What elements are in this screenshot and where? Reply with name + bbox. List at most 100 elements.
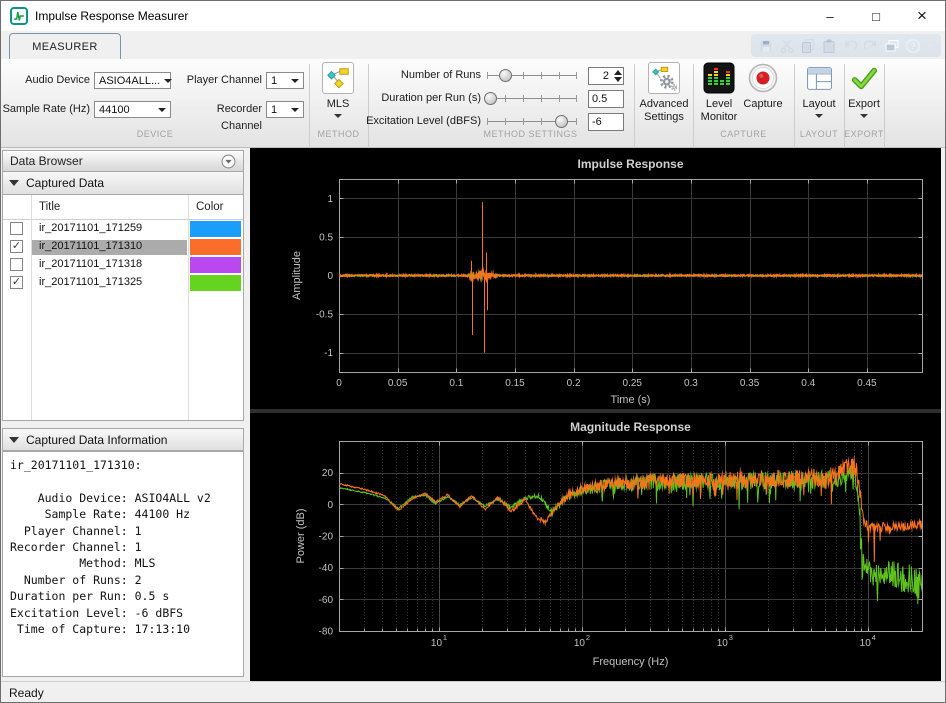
slider-tick [559,72,560,79]
info-line: ir_20171101_171310: [10,458,142,472]
collapse-triangle-icon [9,436,19,443]
row-title[interactable]: ir_20171101_171310 [32,239,187,255]
checkbox-unchecked-icon[interactable] [10,222,23,235]
color-swatch[interactable] [190,257,241,273]
method-mls-button[interactable]: MLS [313,62,363,118]
audio-device-dropdown[interactable]: ASIO4ALL... [94,72,173,89]
table-row[interactable]: ✓ ir_20171101_171310 [3,238,243,256]
color-swatch[interactable] [190,275,241,291]
advanced-settings-label-line1: Advanced [639,98,689,110]
info-line: Sample Rate: 44100 Hz [10,507,191,522]
cut-icon [778,37,796,54]
layout-button[interactable]: Layout [797,62,841,118]
section-label-layout: LAYOUT [799,129,839,139]
divider [884,64,885,176]
layout-grid-icon [803,62,835,94]
captured-data-section-header[interactable]: Captured Data [2,172,244,195]
captured-data-info-section-header[interactable]: Captured Data Information [2,428,244,451]
window-title: Impulse Response Measurer [35,9,189,23]
advanced-settings-icon [648,62,680,94]
mls-method-icon [322,62,354,94]
slider-track[interactable] [487,98,577,99]
info-line: Recorder Channel: 1 [10,540,142,555]
checkmark-icon [848,62,880,94]
checkbox-checked-icon[interactable]: ✓ [10,276,23,289]
capture-label: Capture [743,98,783,110]
recorder-channel-dropdown[interactable]: 1 [266,101,304,118]
windows-icon[interactable] [883,37,901,54]
duration-per-run-field[interactable] [588,90,624,108]
chevron-down-icon [158,107,166,112]
excitation-level-field[interactable] [588,113,624,131]
table-header-row: Title Color [3,195,243,220]
checkbox-checked-icon[interactable]: ✓ [10,240,23,253]
advanced-settings-button[interactable]: Advanced Settings [637,62,691,124]
player-channel-dropdown[interactable]: 1 [266,72,304,89]
divider [693,64,694,176]
chevron-down-icon [860,114,868,118]
audio-device-value: ASIO4ALL... [99,74,161,87]
info-line: Excitation Level: -6 dBFS [10,605,184,620]
chevron-down-icon [164,78,173,83]
info-line: Duration per Run: 0.5 s [10,589,170,604]
maximize-button[interactable]: □ [872,8,880,24]
copy-icon [799,37,817,54]
ribbon-toolbar: Audio Device ASIO4ALL... Player Channel … [1,59,945,191]
sample-rate-value: 44100 [99,103,130,116]
color-swatch[interactable] [190,239,241,255]
number-of-runs-label: Number of Runs [400,69,481,81]
level-monitor-button[interactable]: Level Monitor [695,62,743,124]
record-icon [747,62,779,94]
captured-data-info-header-label: Captured Data Information [26,432,168,447]
slider-thumb[interactable] [554,115,568,128]
slider-track[interactable] [487,75,577,76]
slider-tick [523,95,524,102]
slider-tick [541,118,542,125]
row-title[interactable]: ir_20171101_171259 [39,221,143,234]
number-of-runs-slider[interactable] [487,67,577,84]
table-row[interactable]: ir_20171101_171318 [3,256,243,274]
excitation-level-slider[interactable] [487,113,577,130]
slider-tick [487,72,488,79]
level-monitor-label-line1: Level [705,98,733,110]
table-row[interactable]: ✓ ir_20171101_171325 [3,274,243,292]
export-button[interactable]: Export [842,62,886,118]
tab-measurer[interactable]: MEASURER [9,33,121,59]
checkbox-unchecked-icon[interactable] [10,258,23,271]
ribbon-tab-band: MEASURER ? [1,31,945,59]
plot-splitter[interactable] [250,409,941,413]
duration-per-run-slider[interactable] [483,90,577,107]
section-label-device: DEVICE [136,129,174,139]
row-title[interactable]: ir_20171101_171325 [39,275,143,288]
status-bar: Ready [1,681,945,702]
magnitude-response-plot [250,413,941,681]
slider-tick [541,95,542,102]
spinner-up-icon[interactable] [614,70,622,75]
section-label-capture: CAPTURE [720,129,767,139]
quick-access-menu-caret-icon[interactable] [927,43,935,48]
slider-track[interactable] [487,121,577,122]
player-channel-label: Player Channel [186,74,262,86]
color-swatch[interactable] [190,221,241,237]
slider-thumb[interactable] [499,69,512,82]
column-divider [188,195,189,420]
data-browser-menu-icon[interactable] [221,154,236,169]
sample-rate-label: Sample Rate (Hz) [2,103,90,115]
export-label: Export [848,98,880,110]
number-of-runs-spinner[interactable] [613,67,623,85]
slider-thumb[interactable] [483,92,497,105]
sample-rate-dropdown[interactable]: 44100 [94,101,171,118]
slider-tick [541,72,542,79]
spinner-down-icon[interactable] [614,77,622,82]
minimize-button[interactable]: – [826,8,834,24]
row-title[interactable]: ir_20171101_171318 [39,257,143,270]
capture-button[interactable]: Capture [739,62,787,111]
chevron-down-icon [334,114,342,118]
help-icon[interactable]: ? [904,37,922,54]
divider [794,64,795,176]
slider-tick [487,118,488,125]
slider-tick [559,95,560,102]
table-row[interactable]: ir_20171101_171259 [3,220,243,238]
info-line [10,473,236,489]
close-button[interactable]: × [917,6,927,25]
